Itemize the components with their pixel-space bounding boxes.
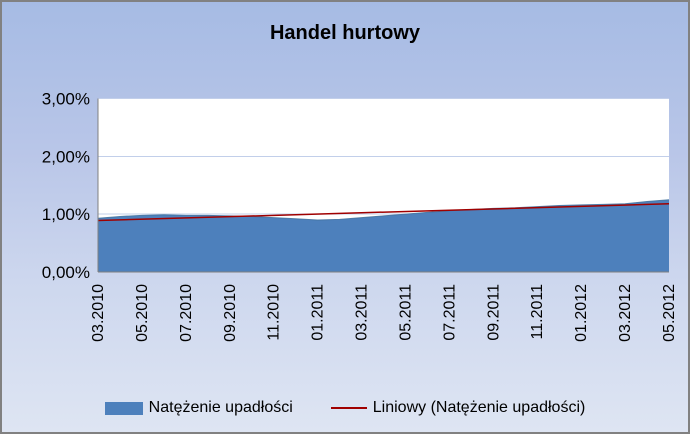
area-series-swatch-icon	[104, 401, 143, 415]
x-axis-tick-label: 09.2010	[222, 284, 239, 342]
y-axis-tick-label: 0,00%	[42, 263, 90, 282]
x-axis-tick-label: 11.2011	[529, 284, 546, 340]
x-axis-tick-label: 01.2011	[310, 284, 327, 341]
chart-title: Handel hurtowy	[269, 22, 420, 44]
x-axis-tick-label: 11.2010	[266, 284, 283, 341]
x-axis-tick-label: 03.2011	[354, 284, 371, 341]
trend-line-swatch-icon	[330, 407, 367, 409]
x-axis-labels: 03.2010 05.2010 07.2010 09.2010 11.2010 01.20…	[90, 284, 678, 342]
area-series-edge	[97, 199, 670, 221]
y-axis-tick-label: 2,00%	[42, 147, 90, 166]
x-axis-tick-label: 03.2012	[617, 284, 634, 342]
x-axis-tick-label: 09.2011	[485, 284, 502, 341]
y-axis-labels: 0,00% 1,00% 2,00% 3,00%	[42, 90, 90, 283]
legend: Natężenie upadłości Liniowy (Natężenie u…	[2, 394, 688, 422]
x-axis-tick-label: 05.2012	[661, 284, 678, 342]
trend-line	[97, 203, 670, 222]
x-axis-tick-label: 05.2010	[134, 284, 151, 342]
legend-label-area: Natężenie upadłości	[148, 399, 293, 416]
x-axis-tick-label: 03.2010	[90, 284, 107, 342]
legend-item-area: Natężenie upadłości	[104, 399, 293, 417]
x-axis-tick-label: 07.2011	[441, 284, 458, 341]
legend-label-trend: Liniowy (Natężenie upadłości)	[372, 399, 586, 416]
area-series	[98, 199, 669, 272]
y-axis-tick-label: 3,00%	[42, 90, 90, 109]
y-axis-tick-label: 1,00%	[42, 205, 90, 224]
x-axis-tick-label: 05.2011	[397, 284, 414, 341]
legend-item-trend: Liniowy (Natężenie upadłości)	[330, 399, 586, 417]
x-axis-tick-label: 07.2010	[178, 284, 195, 342]
x-axis-tick-label: 01.2012	[573, 284, 590, 342]
